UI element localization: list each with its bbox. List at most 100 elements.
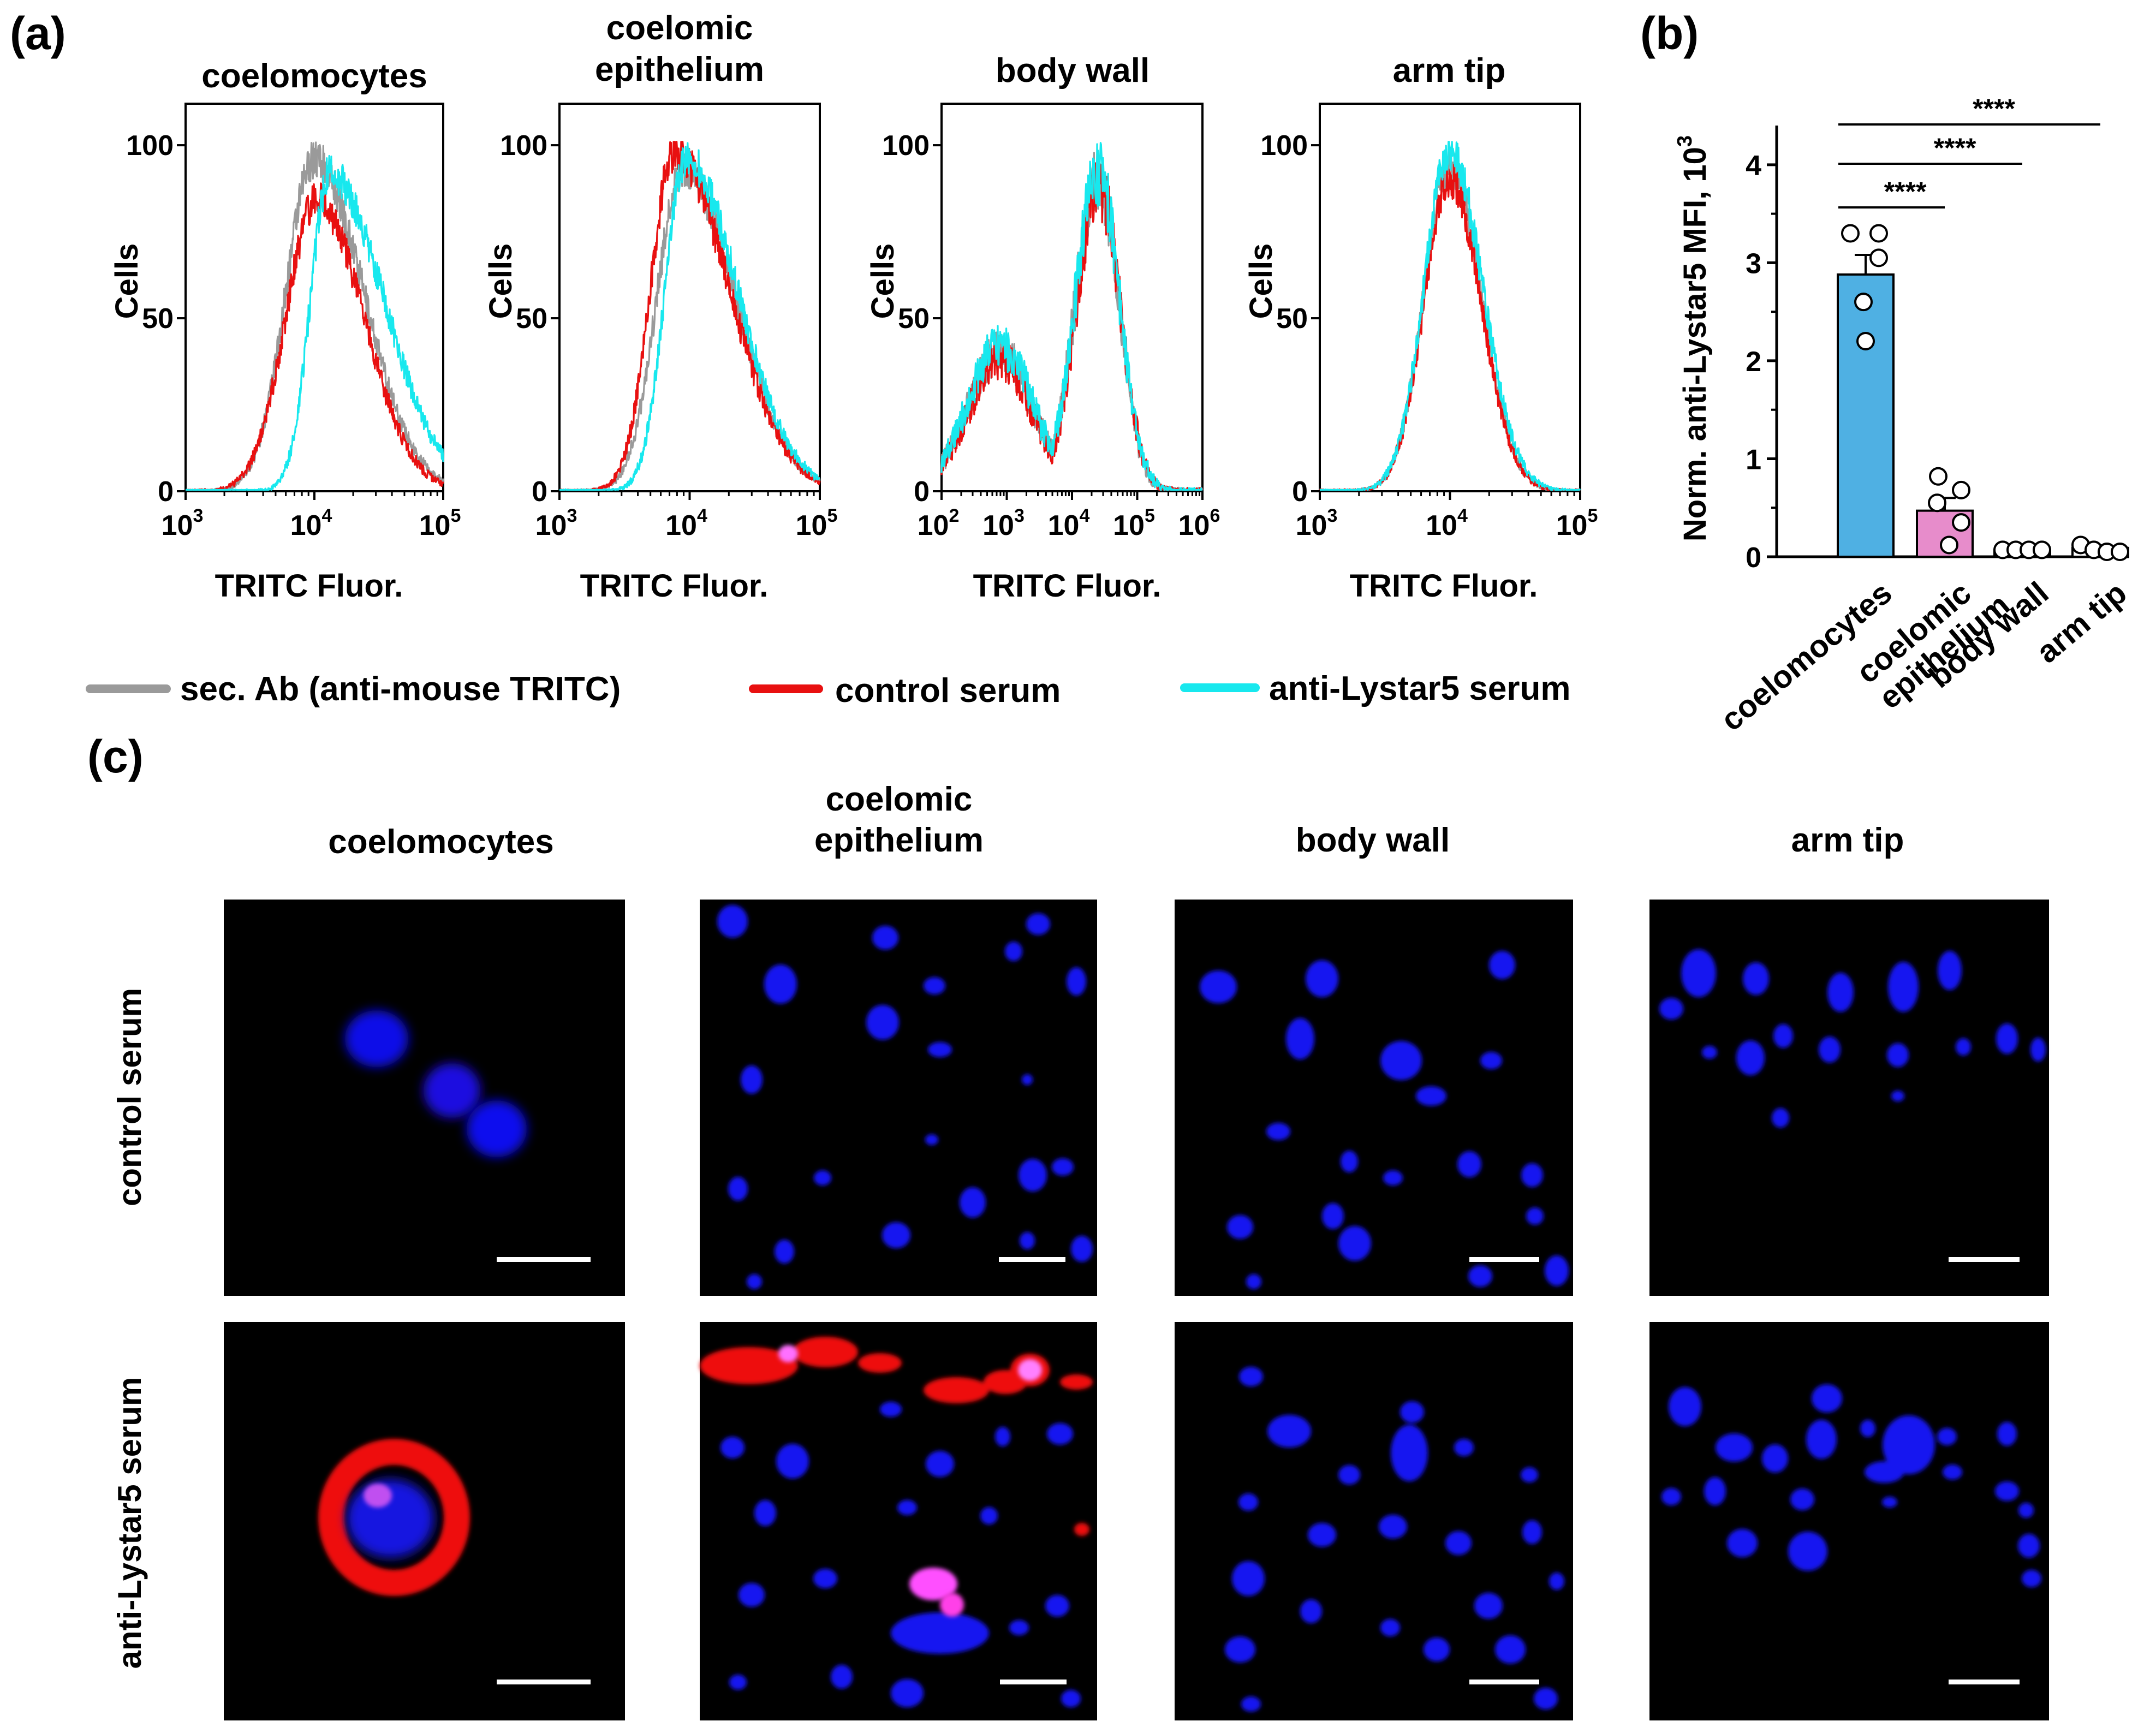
histogram-body-wall: 0 50 100 102 103 104 105 106 body wall TRITC Fluo…: [865, 52, 1220, 604]
y-tick-label: 100: [882, 130, 930, 162]
data-point: [2111, 543, 2129, 562]
y-tick-label: 50: [898, 303, 930, 335]
data-point: [1928, 493, 1946, 513]
x-axis-label: TRITC Fluor.: [580, 568, 769, 604]
image-control-body-wall: [1175, 900, 1573, 1296]
histogram-coelomic-epithelium: 0 50 100 103 104 105 coelomic epithelium TRITC F…: [483, 9, 837, 604]
histogram-series-anti-lystar5-serum: [940, 142, 1203, 491]
histogram-title-line1: coelomic: [606, 9, 753, 47]
histogram-coelomocytes: 0 50 100 103 104 105 coelomocytes TRITC Fluor. C…: [109, 57, 461, 604]
image-anti-lystar5-body-wall: [1175, 1322, 1573, 1720]
y-axis-label: Cells: [109, 243, 145, 319]
column-header-arm-tip: arm tip: [1791, 821, 1904, 859]
x-tick-label: 104: [665, 505, 707, 541]
x-axis-label: TRITC Fluor.: [973, 568, 1162, 604]
scale-bar: [1949, 1257, 2020, 1262]
x-tick-label: 105: [419, 505, 461, 541]
legend: sec. Ab (anti-mouse TRITC) control serum…: [86, 670, 1570, 710]
microscopy-column-headers: coelomocytes coelomic epithelium body wa…: [328, 781, 1904, 861]
x-tick-label: 105: [1113, 505, 1155, 541]
plot-frame: [940, 103, 1204, 492]
y-tick-label: 2: [1746, 346, 1761, 378]
x-tick-label: 103: [1296, 505, 1338, 541]
scale-bar: [497, 1257, 591, 1262]
x-tick-label: 106: [1178, 505, 1220, 541]
y-tick-label: 0: [914, 476, 930, 508]
x-tick-label: 105: [1556, 505, 1598, 541]
image-anti-lystar5-arm-tip: [1649, 1322, 2049, 1720]
row-label-anti-lystar5-serum: anti-Lystar5 serum: [111, 1377, 148, 1669]
legend-label-anti-lystar5: anti-Lystar5 serum: [1269, 670, 1570, 707]
y-tick-label: 0: [158, 476, 174, 508]
x-tick-label: 104: [290, 505, 332, 541]
histogram-series-sec-ab-anti-mouse-tritc-: [185, 141, 444, 491]
scale-bar: [1000, 1680, 1067, 1684]
image-control-coelomocytes: [224, 900, 625, 1296]
histogram-title-line2: epithelium: [595, 51, 764, 88]
data-point: [1841, 224, 1860, 243]
panel-letter-a: (a): [10, 8, 66, 59]
x-tick-label: 103: [162, 505, 204, 541]
x-tick-label: 103: [982, 505, 1025, 541]
scale-bar: [999, 1257, 1065, 1262]
significance-label: ****: [1934, 133, 1976, 163]
y-tick-label: 1: [1746, 444, 1761, 475]
histogram-series-control-serum: [1319, 163, 1581, 491]
histogram-series-anti-lystar5-serum: [559, 142, 820, 491]
panel-letter-b: (b): [1640, 8, 1699, 59]
column-header-coelomic-line1: coelomic: [826, 781, 973, 818]
x-tick-label: 102: [918, 505, 960, 541]
y-axis-label: Norm. anti-Lystar5 MFI, 103: [1673, 135, 1713, 541]
image-control-coelomic-epithelium: [700, 900, 1097, 1296]
histogram-series-anti-lystar5-serum: [1319, 141, 1581, 491]
y-tick-label: 50: [142, 303, 174, 335]
x-tick-label: 103: [535, 505, 577, 541]
x-tick-label: 104: [1048, 505, 1090, 541]
y-tick-label: 100: [500, 130, 547, 162]
column-header-body-wall: body wall: [1296, 821, 1450, 859]
data-point: [1952, 480, 1970, 499]
histogram-title: body wall: [996, 52, 1150, 90]
image-anti-lystar5-coelomic-epithelium: [700, 1322, 1097, 1720]
y-tick-label: 100: [126, 130, 174, 162]
data-point: [1869, 248, 1888, 267]
x-tick-label: 105: [796, 505, 838, 541]
y-tick-label: 100: [1260, 130, 1308, 162]
scale-bar: [1469, 1680, 1539, 1684]
bar-coelomocytes: [1837, 273, 1895, 558]
scale-bar: [497, 1680, 591, 1684]
panel-letter-c: (c): [87, 731, 144, 782]
x-axis-label: TRITC Fluor.: [1350, 568, 1538, 604]
category-label: arm tip: [2030, 575, 2134, 670]
y-tick-label: 50: [516, 303, 547, 335]
data-point: [1940, 535, 1958, 555]
column-header-coelomic-line2: epithelium: [814, 821, 984, 859]
legend-label-sec-ab: sec. Ab (anti-mouse TRITC): [180, 670, 621, 708]
column-header-coelomocytes: coelomocytes: [328, 823, 554, 861]
x-tick-label: 104: [1426, 505, 1468, 541]
y-tick-label: 3: [1746, 248, 1761, 279]
data-point: [1952, 513, 1970, 532]
data-point: [1929, 467, 1947, 486]
data-point: [1869, 224, 1888, 243]
significance-label: ****: [1973, 93, 2015, 124]
scale-bar: [1949, 1680, 2020, 1684]
row-label-control-serum: control serum: [111, 988, 148, 1206]
image-anti-lystar5-coelomocytes: [224, 1322, 625, 1720]
legend-label-control: control serum: [835, 672, 1061, 710]
histogram-series-anti-lystar5-serum: [185, 154, 444, 491]
scale-bar: [1469, 1257, 1539, 1262]
microscopy-grid: [224, 900, 2049, 1720]
data-point: [1856, 332, 1875, 350]
histogram-series-control-serum: [559, 141, 821, 491]
y-tick-label: 0: [1292, 476, 1308, 508]
y-axis-label: Cells: [865, 243, 901, 319]
y-tick-label: 50: [1276, 303, 1308, 335]
y-axis-label: Cells: [483, 243, 519, 319]
y-tick-label: 4: [1746, 150, 1761, 182]
histogram-title: coelomocytes: [201, 57, 427, 95]
data-point: [1854, 293, 1873, 312]
histogram-series-control-serum: [185, 182, 444, 491]
histogram-series-sec-ab-anti-mouse-tritc-: [1319, 146, 1581, 491]
